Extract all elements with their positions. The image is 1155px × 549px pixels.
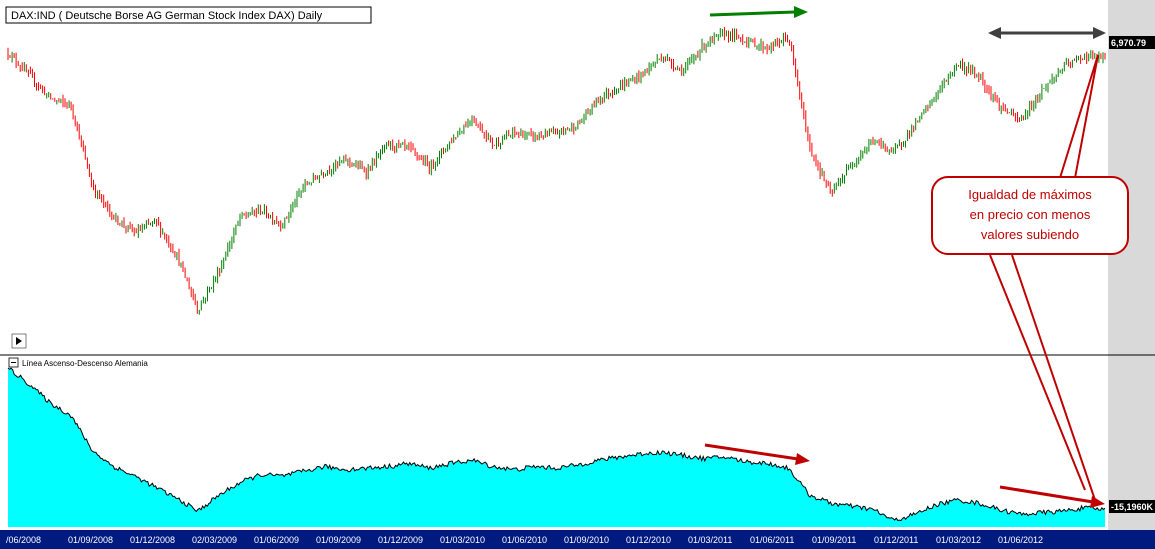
price-last-label-bg	[1109, 36, 1155, 49]
date-tick-label: 01/03/2010	[440, 535, 485, 545]
callout-line-3: valores subiendo	[981, 227, 1079, 242]
date-tick-label: 01/06/2011	[750, 535, 794, 545]
callout-line-1: Igualdad de máximos	[968, 187, 1092, 202]
ad-area-fill	[8, 368, 1105, 527]
indicator-title: Línea Ascenso-Descenso Alemania	[22, 359, 148, 368]
callout-pointers	[989, 54, 1099, 501]
date-tick-label: 01/12/2011	[874, 535, 918, 545]
callout-box	[931, 176, 1129, 255]
date-tick-label: 01/06/2009	[254, 535, 299, 545]
ad-line	[7, 367, 1106, 522]
date-axis-ticks: /06/2008 01/09/2008 01/12/2008 02/03/2009 01…	[6, 535, 1043, 545]
date-tick-label: 01/09/2010	[564, 535, 609, 545]
price-bars	[7, 27, 1106, 315]
date-tick-label: 01/09/2011	[812, 535, 856, 545]
date-tick-label: 01/12/2008	[130, 535, 175, 545]
date-tick-label: 01/12/2010	[626, 535, 671, 545]
price-scale-panel	[1108, 0, 1155, 530]
date-tick-label: 01/12/2009	[378, 535, 423, 545]
date-tick-label: 01/09/2008	[68, 535, 113, 545]
green-arrow	[709, 6, 808, 18]
date-tick-label: 01/09/2009	[316, 535, 361, 545]
callout-line-2: en precio con menos	[970, 207, 1091, 222]
play-button[interactable]	[11, 333, 27, 349]
collapse-pane-button[interactable]	[8, 357, 19, 368]
date-tick-label: 01/03/2011	[688, 535, 732, 545]
red-arrow-indicator-left	[704, 443, 810, 465]
advance-decline-area	[7, 367, 1106, 527]
price-last-label: 6,970.79	[1111, 38, 1146, 48]
indicator-last-label: -15,1960K	[1111, 502, 1154, 512]
date-tick-label: 01/06/2010	[502, 535, 547, 545]
date-tick-label: 02/03/2009	[192, 535, 237, 545]
date-axis	[0, 530, 1155, 549]
indicator-last-label-bg	[1109, 500, 1155, 513]
chart-title: DAX:IND ( Deutsche Borse AG German Stock…	[11, 10, 323, 22]
red-arrow-indicator-right	[999, 485, 1105, 508]
chart-title-box	[5, 6, 372, 24]
date-tick-label: 01/03/2012	[936, 535, 981, 545]
date-tick-label: 01/06/2012	[998, 535, 1043, 545]
date-tick-label: /06/2008	[6, 535, 41, 545]
dark-double-arrow	[988, 27, 1106, 39]
